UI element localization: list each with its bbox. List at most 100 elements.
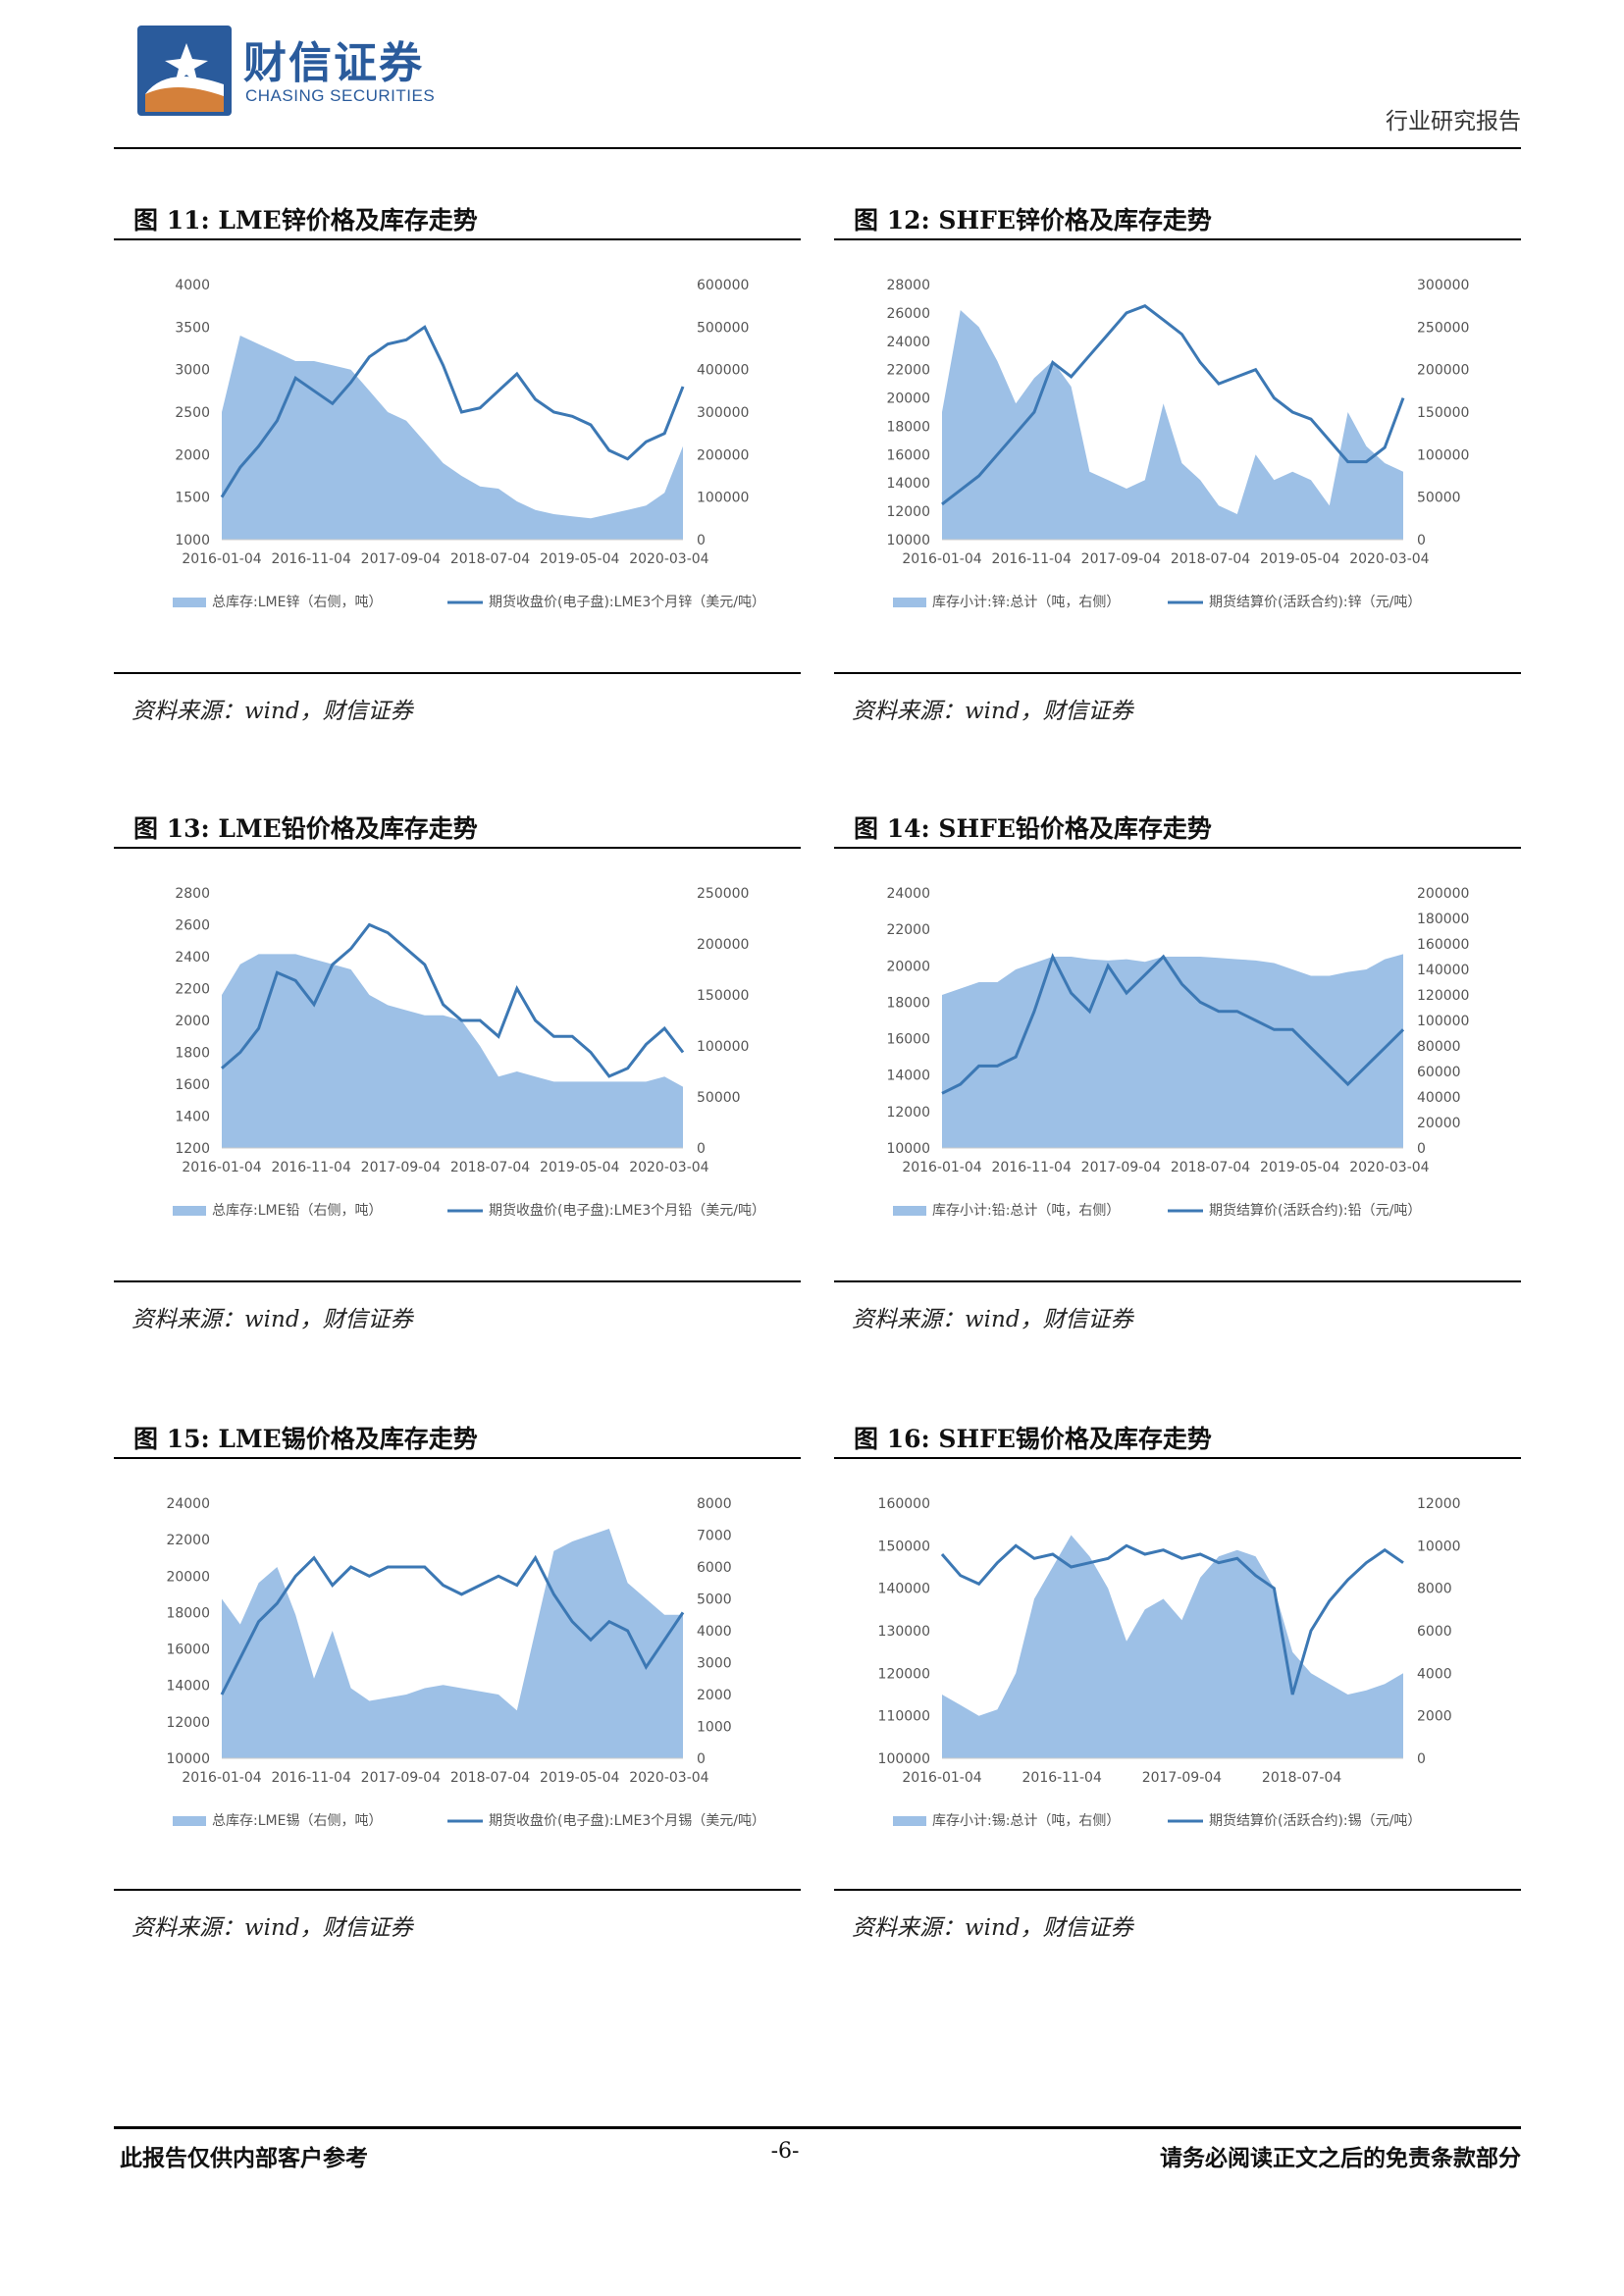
y-right-tick-label: 40000: [1417, 1090, 1461, 1106]
legend-area-label: 库存小计:锌:总计（吨，右侧）: [932, 595, 1120, 610]
figure-source: 资料来源：wind，财信证券: [852, 699, 1133, 724]
y-right-tick-label: 180000: [1417, 912, 1469, 927]
legend-line-label: 期货收盘价(电子盘):LME3个月锌（美元/吨）: [489, 594, 765, 610]
legend-area-swatch: [173, 1206, 206, 1216]
y-right-tick-label: 0: [1417, 533, 1426, 548]
report-type: 行业研究报告: [1386, 109, 1521, 134]
x-tick-label: 2020-03-04: [629, 1770, 708, 1786]
y-right-tick-label: 200000: [1417, 363, 1469, 379]
x-tick-label: 2017-09-04: [361, 1770, 441, 1786]
y-right-tick-label: 0: [1417, 1141, 1426, 1157]
y-right-tick-label: 50000: [1417, 491, 1461, 506]
y-right-tick-label: 300000: [1417, 278, 1469, 293]
y-left-tick-label: 12000: [886, 1105, 930, 1121]
figure-source-rule: [114, 1280, 801, 1282]
y-right-tick-label: 5000: [697, 1592, 732, 1608]
x-tick-label: 2018-07-04: [450, 1160, 530, 1175]
chart: 1600001500001400001300001200001100001000…: [878, 1496, 1461, 1829]
x-tick-label: 2016-01-04: [182, 1160, 261, 1175]
y-left-tick-label: 110000: [878, 1709, 930, 1725]
footer-divider: [114, 2126, 1521, 2129]
y-left-tick-label: 18000: [886, 995, 930, 1011]
y-left-tick-label: 2000: [175, 1014, 210, 1029]
x-tick-label: 2017-09-04: [1081, 1160, 1161, 1175]
y-left-tick-label: 16000: [166, 1643, 210, 1658]
y-right-tick-label: 100000: [697, 1039, 749, 1055]
y-right-tick-label: 100000: [697, 491, 749, 506]
price-line: [941, 953, 1405, 1095]
figure-source-rule: [834, 672, 1521, 674]
y-left-tick-label: 2600: [175, 918, 210, 934]
x-tick-label: 2017-09-04: [361, 1160, 441, 1175]
y-left-tick-label: 1200: [175, 1141, 210, 1157]
x-tick-label: 2017-09-04: [1142, 1770, 1222, 1786]
y-left-tick-label: 2800: [175, 886, 210, 902]
legend-line-label: 期货收盘价(电子盘):LME3个月铅（美元/吨）: [489, 1202, 765, 1219]
figure-source: 资料来源：wind，财信证券: [852, 1307, 1133, 1332]
y-left-tick-label: 10000: [886, 1141, 930, 1157]
y-right-tick-label: 150000: [1417, 405, 1469, 421]
y-left-tick-label: 100000: [878, 1751, 930, 1767]
x-tick-label: 2016-01-04: [182, 1770, 261, 1786]
x-tick-label: 2016-11-04: [991, 551, 1071, 567]
price-line: [221, 922, 685, 1078]
y-left-tick-label: 16000: [886, 1032, 930, 1048]
x-tick-label: 2019-05-04: [1260, 1160, 1339, 1175]
y-right-tick-label: 4000: [1417, 1666, 1452, 1682]
price-line: [941, 303, 1405, 506]
figure-source: 资料来源：wind，财信证券: [852, 1915, 1133, 1941]
y-left-tick-label: 10000: [166, 1751, 210, 1767]
x-tick-label: 2019-05-04: [540, 551, 619, 567]
y-left-tick-label: 22000: [886, 922, 930, 938]
y-right-tick-label: 6000: [1417, 1624, 1452, 1640]
y-right-tick-label: 300000: [697, 405, 749, 421]
x-tick-label: 2019-05-04: [1260, 551, 1339, 567]
figure-source-rule: [114, 1889, 801, 1891]
header-divider: [114, 147, 1521, 149]
figure-title-rule: [114, 847, 801, 849]
y-right-tick-label: 250000: [697, 886, 749, 902]
legend-area-swatch: [893, 1816, 926, 1826]
y-right-tick-label: 4000: [697, 1624, 732, 1640]
y-right-tick-label: 2000: [1417, 1709, 1452, 1725]
x-tick-label: 2018-07-04: [1171, 551, 1250, 567]
y-right-tick-label: 2000: [697, 1688, 732, 1703]
figure-title: 图 11: LME锌价格及库存走势: [133, 206, 478, 235]
x-tick-label: 2016-01-04: [902, 551, 981, 567]
y-left-tick-label: 12000: [166, 1715, 210, 1731]
inventory-area: [222, 336, 683, 540]
chart: 24000 22000 20000 18000 16000 14000 12000 10000…: [886, 886, 1469, 1219]
legend-line-label: 期货结算价(活跃合约):铅（元/吨）: [1209, 1202, 1421, 1219]
y-left-tick-label: 18000: [166, 1605, 210, 1621]
y-right-tick-label: 0: [697, 1141, 706, 1157]
logo-english-name: CHASING SECURITIES: [245, 86, 436, 105]
y-right-tick-label: 10000: [1417, 1539, 1461, 1554]
y-right-tick-label: 200000: [697, 447, 749, 463]
figure-source: 资料来源：wind，财信证券: [131, 1307, 413, 1332]
figure-title-rule: [834, 238, 1521, 240]
x-tick-label: 2016-11-04: [271, 1160, 350, 1175]
y-left-tick-label: 120000: [878, 1666, 930, 1682]
chart: 2800 2600 2400 2200 2000 1800 1600 1400 1200 2500…: [173, 886, 765, 1219]
y-left-tick-label: 24000: [886, 335, 930, 350]
y-left-tick-label: 2200: [175, 982, 210, 998]
legend-area-swatch: [173, 598, 206, 607]
y-left-tick-label: 22000: [886, 363, 930, 379]
inventory-area: [942, 954, 1403, 1148]
inventory-area: [222, 954, 683, 1148]
logo-icon: [137, 26, 232, 116]
inventory-area: [222, 1529, 683, 1758]
y-left-tick-label: 1500: [175, 491, 210, 506]
y-left-tick-label: 2500: [175, 405, 210, 421]
y-left-tick-label: 1400: [175, 1110, 210, 1125]
chart: 4000 3500 3000 2500 2000 1500 1000 600000 500000…: [173, 278, 765, 610]
y-right-tick-label: 120000: [1417, 988, 1469, 1004]
y-right-tick-label: 500000: [697, 320, 749, 336]
y-right-tick-label: 80000: [1417, 1039, 1461, 1055]
legend-line-label: 期货结算价(活跃合约):锡（元/吨）: [1209, 1812, 1421, 1829]
figure-title: 图 15: LME锡价格及库存走势: [133, 1425, 478, 1453]
y-right-tick-label: 6000: [697, 1560, 732, 1576]
x-tick-label: 2020-03-04: [1349, 551, 1429, 567]
y-right-tick-label: 1000: [697, 1720, 732, 1736]
y-left-tick-label: 130000: [878, 1624, 930, 1640]
